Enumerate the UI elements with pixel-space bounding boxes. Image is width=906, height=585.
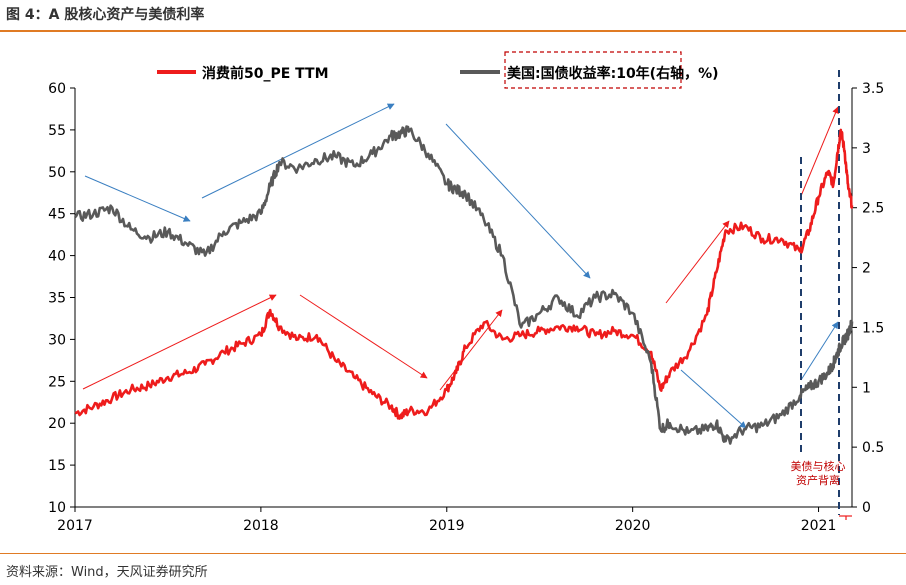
left-axis-ticks: 10 15 20 25 30 35 40 45 50 55 60 [48,81,75,516]
right-axis-ticks: 0 0.5 1 1.5 2 2.5 3 3.5 [852,81,884,516]
trend-arrows [82,103,839,429]
trend-arrow [800,106,839,197]
trend-arrow [201,103,395,199]
right-tick-label: 2.5 [862,201,884,217]
right-tick-label: 0.5 [862,440,884,456]
trend-arrow [82,294,277,390]
trend-arrow [439,309,503,391]
right-tick-label: 1.5 [862,320,884,336]
left-tick-label: 30 [48,332,66,348]
trend-arrow [665,220,730,304]
title-rule [0,30,906,32]
series-layer [74,125,854,445]
right-tick-label: 3.5 [862,81,884,97]
x-axis-ticks: 2017 2018 2019 2020 2021 [57,507,836,534]
x-tick-label: 2018 [243,518,279,534]
legend-label-pe: 消费前50_PE TTM [202,65,329,82]
figure-title: 图 4：A 股核心资产与美债利率 [6,7,205,23]
left-tick-label: 55 [48,123,66,139]
left-tick-label: 25 [48,374,66,390]
trend-arrow [680,369,747,429]
trend-arrow [299,294,428,379]
legend: 消费前50_PE TTM 美国:国债收益率:10年(右轴，%) [157,51,719,89]
left-tick-label: 50 [48,165,66,181]
series-line-1 [74,125,854,445]
left-tick-label: 15 [48,458,66,474]
x-tick-label: 2019 [429,518,465,534]
x-tick-label: 2017 [57,518,93,534]
left-tick-label: 35 [48,291,66,307]
right-tick-label: 3 [862,141,871,157]
divergence-annotation-line2: 资产背离 [796,473,840,487]
right-tick-label: 1 [862,380,871,396]
left-tick-label: 40 [48,249,66,265]
left-tick-label: 10 [48,500,66,516]
right-tick-label: 2 [862,261,871,277]
legend-label-yield: 美国:国债收益率:10年(右轴，%) [507,65,719,82]
trend-arrow [84,175,191,222]
x-tick-label: 2020 [615,518,651,534]
left-tick-label: 20 [48,416,66,432]
trend-arrow [445,123,591,279]
footer-rule [0,553,906,554]
legend-highlight-box [504,51,682,89]
source-note: 资料来源：Wind，天风证券研究所 [6,565,208,580]
x-tick-label: 2021 [801,518,837,534]
trend-arrow [800,321,839,381]
left-tick-label: 45 [48,207,66,223]
left-tick-label: 60 [48,81,66,97]
divergence-annotation-line1: 美债与核心 [791,459,846,473]
series-line-0 [74,128,854,420]
right-tick-label: 0 [862,500,871,516]
